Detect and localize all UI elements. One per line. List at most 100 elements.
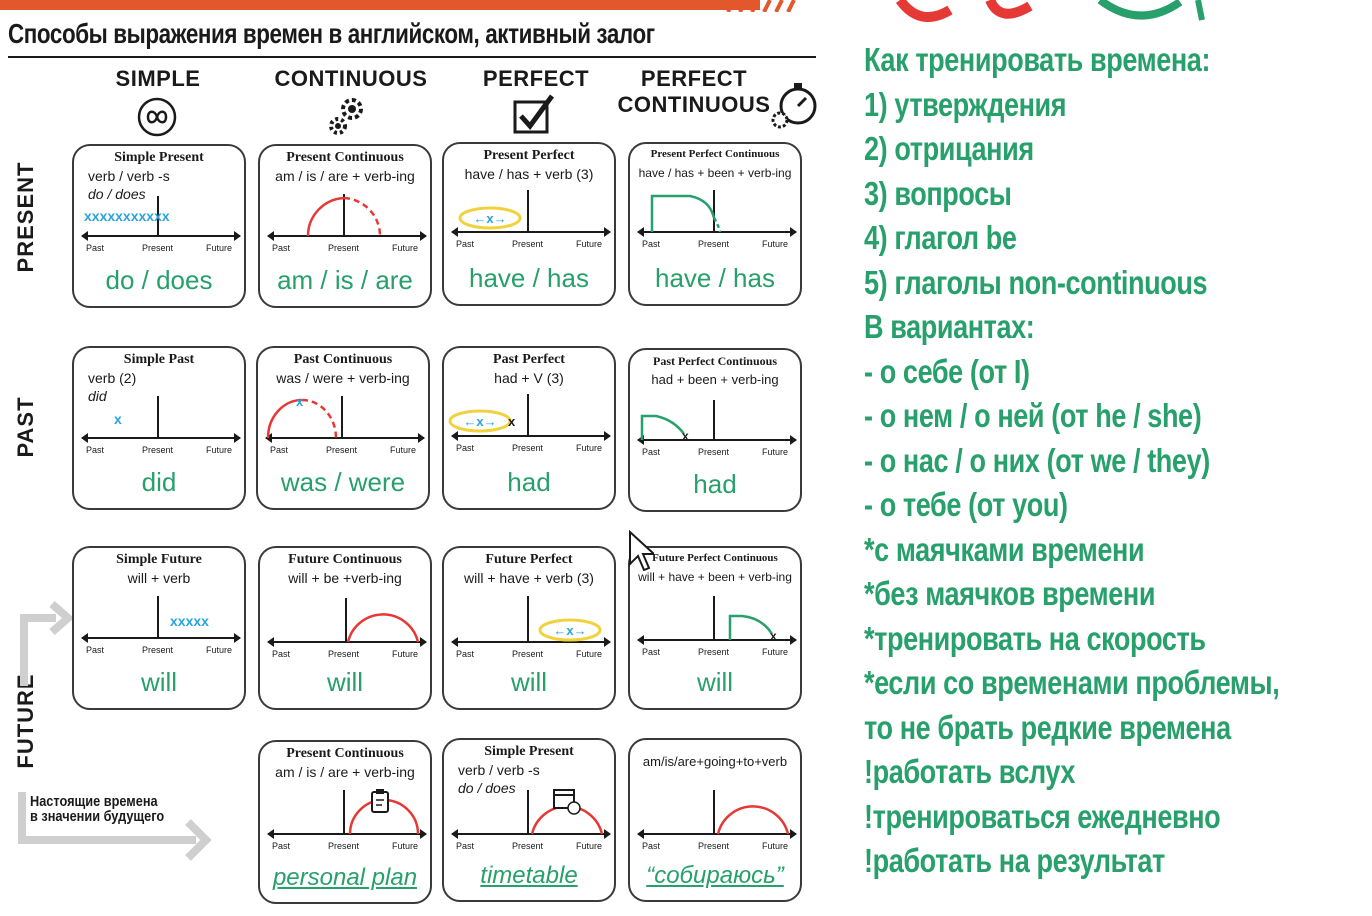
label-present: Present <box>698 647 730 657</box>
card-formula: am / is / are + verb-ing <box>275 764 415 780</box>
label-present: Present <box>328 841 360 851</box>
oval-marks: ←x→ <box>463 414 496 429</box>
card-present-simple-timetable: Simple Present verb / verb -s do / does … <box>442 738 616 902</box>
card-formula: will + have + been + verb-ing <box>638 570 792 584</box>
card-formula: verb / verb -s <box>458 762 540 778</box>
timeline-diagram: ←x→ <box>451 596 611 647</box>
card-past-perfect: Past Perfect had + V (3) ←x→ x Past Pres… <box>442 346 616 510</box>
card-formula: am/is/are+going+to+verb <box>642 754 788 769</box>
timeline-diagram: x <box>637 400 797 445</box>
label-past: Past <box>272 841 291 851</box>
label-past: Past <box>86 645 105 655</box>
list-item: *если со временами проблемы, <box>864 664 1280 701</box>
label-past: Past <box>86 445 105 455</box>
timeline-diagram <box>267 789 427 839</box>
list-item: 1) утверждения <box>864 85 1067 123</box>
card-aux-verb: did <box>88 388 107 404</box>
label-present: Present <box>142 243 174 253</box>
card-past-simple: Simple Past verb (2) did x Past Present … <box>72 346 246 510</box>
repeat-marks: xxxxx <box>170 613 209 629</box>
label-present: Present <box>328 649 360 659</box>
timeline-diagram: x <box>637 596 797 645</box>
grey-arrow-right-icon <box>18 792 212 861</box>
card-answer: will <box>696 667 734 697</box>
column-header-perfect-continuous: PERFECT CONTINUOUS <box>617 66 771 117</box>
label-past: Past <box>272 243 291 253</box>
card-answer: will <box>140 667 178 697</box>
card-formula: had + been + verb-ing <box>651 372 779 387</box>
label-past: Past <box>642 447 661 457</box>
label-past: Past <box>456 443 475 453</box>
label-past: Past <box>272 649 291 659</box>
list-item: 2) отрицания <box>864 130 1034 167</box>
top-orange-bar <box>0 0 760 10</box>
striped-decoration-icon <box>726 0 796 12</box>
card-present-continuous-plan: Present Continuous am / is / are + verb-… <box>258 740 432 904</box>
label-future: Future <box>576 649 603 659</box>
mouse-cursor-icon <box>629 530 654 572</box>
column-header-simple: SIMPLE <box>115 66 201 91</box>
timeline-diagram <box>637 790 797 839</box>
label-present: Present <box>512 239 544 249</box>
timeline-diagram <box>451 789 611 839</box>
card-answer: timetable <box>480 862 578 889</box>
card-answer: have / has <box>469 263 589 293</box>
label-past: Past <box>642 239 661 249</box>
label-future: Future <box>206 645 233 655</box>
timeline-diagram: ←x→ x <box>448 394 611 441</box>
card-title: Present Perfect Continuous <box>650 148 780 160</box>
grey-arrow-up-right-icon <box>20 600 72 686</box>
label-future: Future <box>762 841 789 851</box>
list-item: *без маячков времени <box>864 575 1156 612</box>
timeline-diagram: xxxxx <box>81 596 241 643</box>
label-present: Present <box>698 447 730 457</box>
label-future: Future <box>762 647 789 657</box>
label-future: Future <box>206 445 233 455</box>
label-future: Future <box>576 443 603 453</box>
card-present-simple: Simple Present verb / verb -s do / does … <box>72 144 246 308</box>
list-item: !тренироваться ежедневно <box>864 797 1221 835</box>
card-formula: will + have + verb (3) <box>464 570 594 586</box>
list-item: - о нас / о них (от we / they) <box>864 441 1210 479</box>
card-formula: had + V (3) <box>494 370 564 386</box>
label-past: Past <box>456 649 475 659</box>
label-future: Future <box>206 243 233 253</box>
card-future-perfect-continuous: Future Perfect Continuous will + have + … <box>628 546 802 710</box>
card-answer: am / is / are <box>277 265 413 295</box>
card-title: Past Perfect Continuous <box>653 354 777 368</box>
future-meaning-note: Настоящие времена в значении будущего <box>30 793 165 825</box>
gears-icon <box>329 98 363 135</box>
card-title: Present Perfect <box>483 148 575 163</box>
label-present: Present <box>328 243 360 253</box>
label-past: Past <box>270 445 289 455</box>
label-past: Past <box>642 647 661 657</box>
label-past: Past <box>456 239 475 249</box>
card-title: Simple Present <box>484 744 574 759</box>
label-future: Future <box>576 841 603 851</box>
card-answer: personal plan <box>272 864 418 891</box>
card-answer: “собираюсь” <box>646 862 784 889</box>
label-present: Present <box>326 445 358 455</box>
event-mark: x <box>770 629 777 643</box>
list-item: *с маячками времени <box>864 530 1145 568</box>
label-past: Past <box>86 243 105 253</box>
list-item: !работать на результат <box>864 842 1165 879</box>
event-mark: x <box>114 411 122 427</box>
card-answer: have / has <box>655 263 775 293</box>
card-formula: verb / verb -s <box>88 168 170 184</box>
card-title: Past Continuous <box>293 352 393 367</box>
label-future: Future <box>392 841 419 851</box>
card-answer: had <box>507 467 551 497</box>
card-aux-verb: do / does <box>88 186 146 202</box>
page-title: Способы выражения времен в английском, а… <box>8 18 655 49</box>
timeline-diagram <box>267 598 427 647</box>
card-going-to: am/is/are+going+to+verb Past Present Fut… <box>628 738 802 902</box>
list-item: В вариантах: <box>864 308 1035 345</box>
card-formula: will + be +verb-ing <box>288 570 402 586</box>
timeline-diagram: x <box>81 396 241 443</box>
card-present-continuous: Present Continuous am / is / are + verb-… <box>258 144 432 308</box>
timeline-diagram <box>637 190 797 237</box>
list-item: Как тренировать времена: <box>864 41 1211 78</box>
card-title: Present Continuous <box>286 746 404 761</box>
logo-fragment-icon <box>895 0 1205 23</box>
